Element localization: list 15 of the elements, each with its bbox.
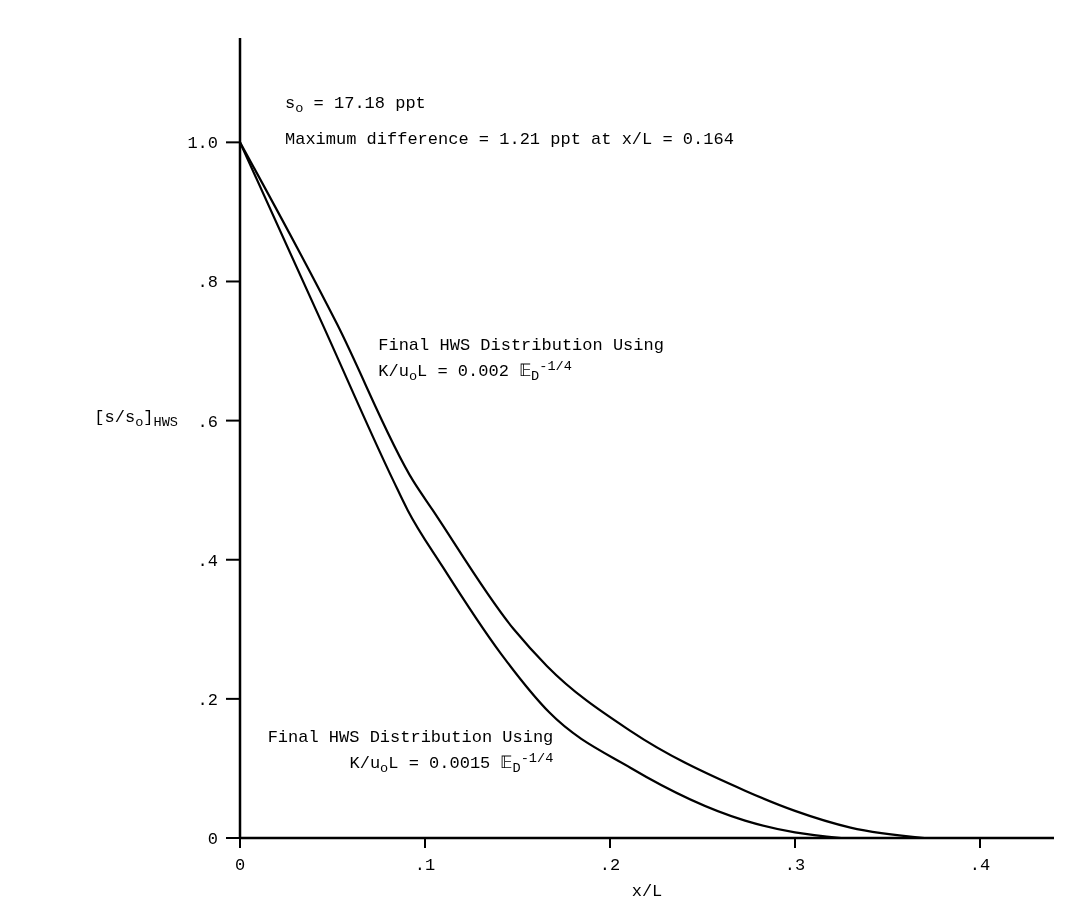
y-axis-title: [s/s$_{o}$]$_{HWS}$: [94, 408, 178, 431]
x-tick-label: .3: [784, 856, 806, 875]
y-tick-label: 1.0: [187, 134, 218, 154]
x-tick-label: 0: [234, 856, 246, 875]
x-tick-label: .1: [414, 856, 436, 875]
y-tick-label: .2: [197, 690, 218, 710]
y-tick-label: .4: [197, 551, 218, 571]
x-tick-label: .4: [969, 856, 991, 875]
x-tick-label: .2: [599, 856, 621, 875]
x-axis-title: x/L: [631, 882, 663, 901]
annotation: Maximum difference = 1.21 ppt at x/L = 0.164: [285, 130, 734, 149]
y-tick-label: .8: [197, 273, 218, 293]
y-tick-label: .6: [197, 412, 218, 432]
annotation: s$_{o}$ = 17.18 ppt: [285, 94, 426, 117]
y-tick-label: 0: [207, 830, 218, 849]
